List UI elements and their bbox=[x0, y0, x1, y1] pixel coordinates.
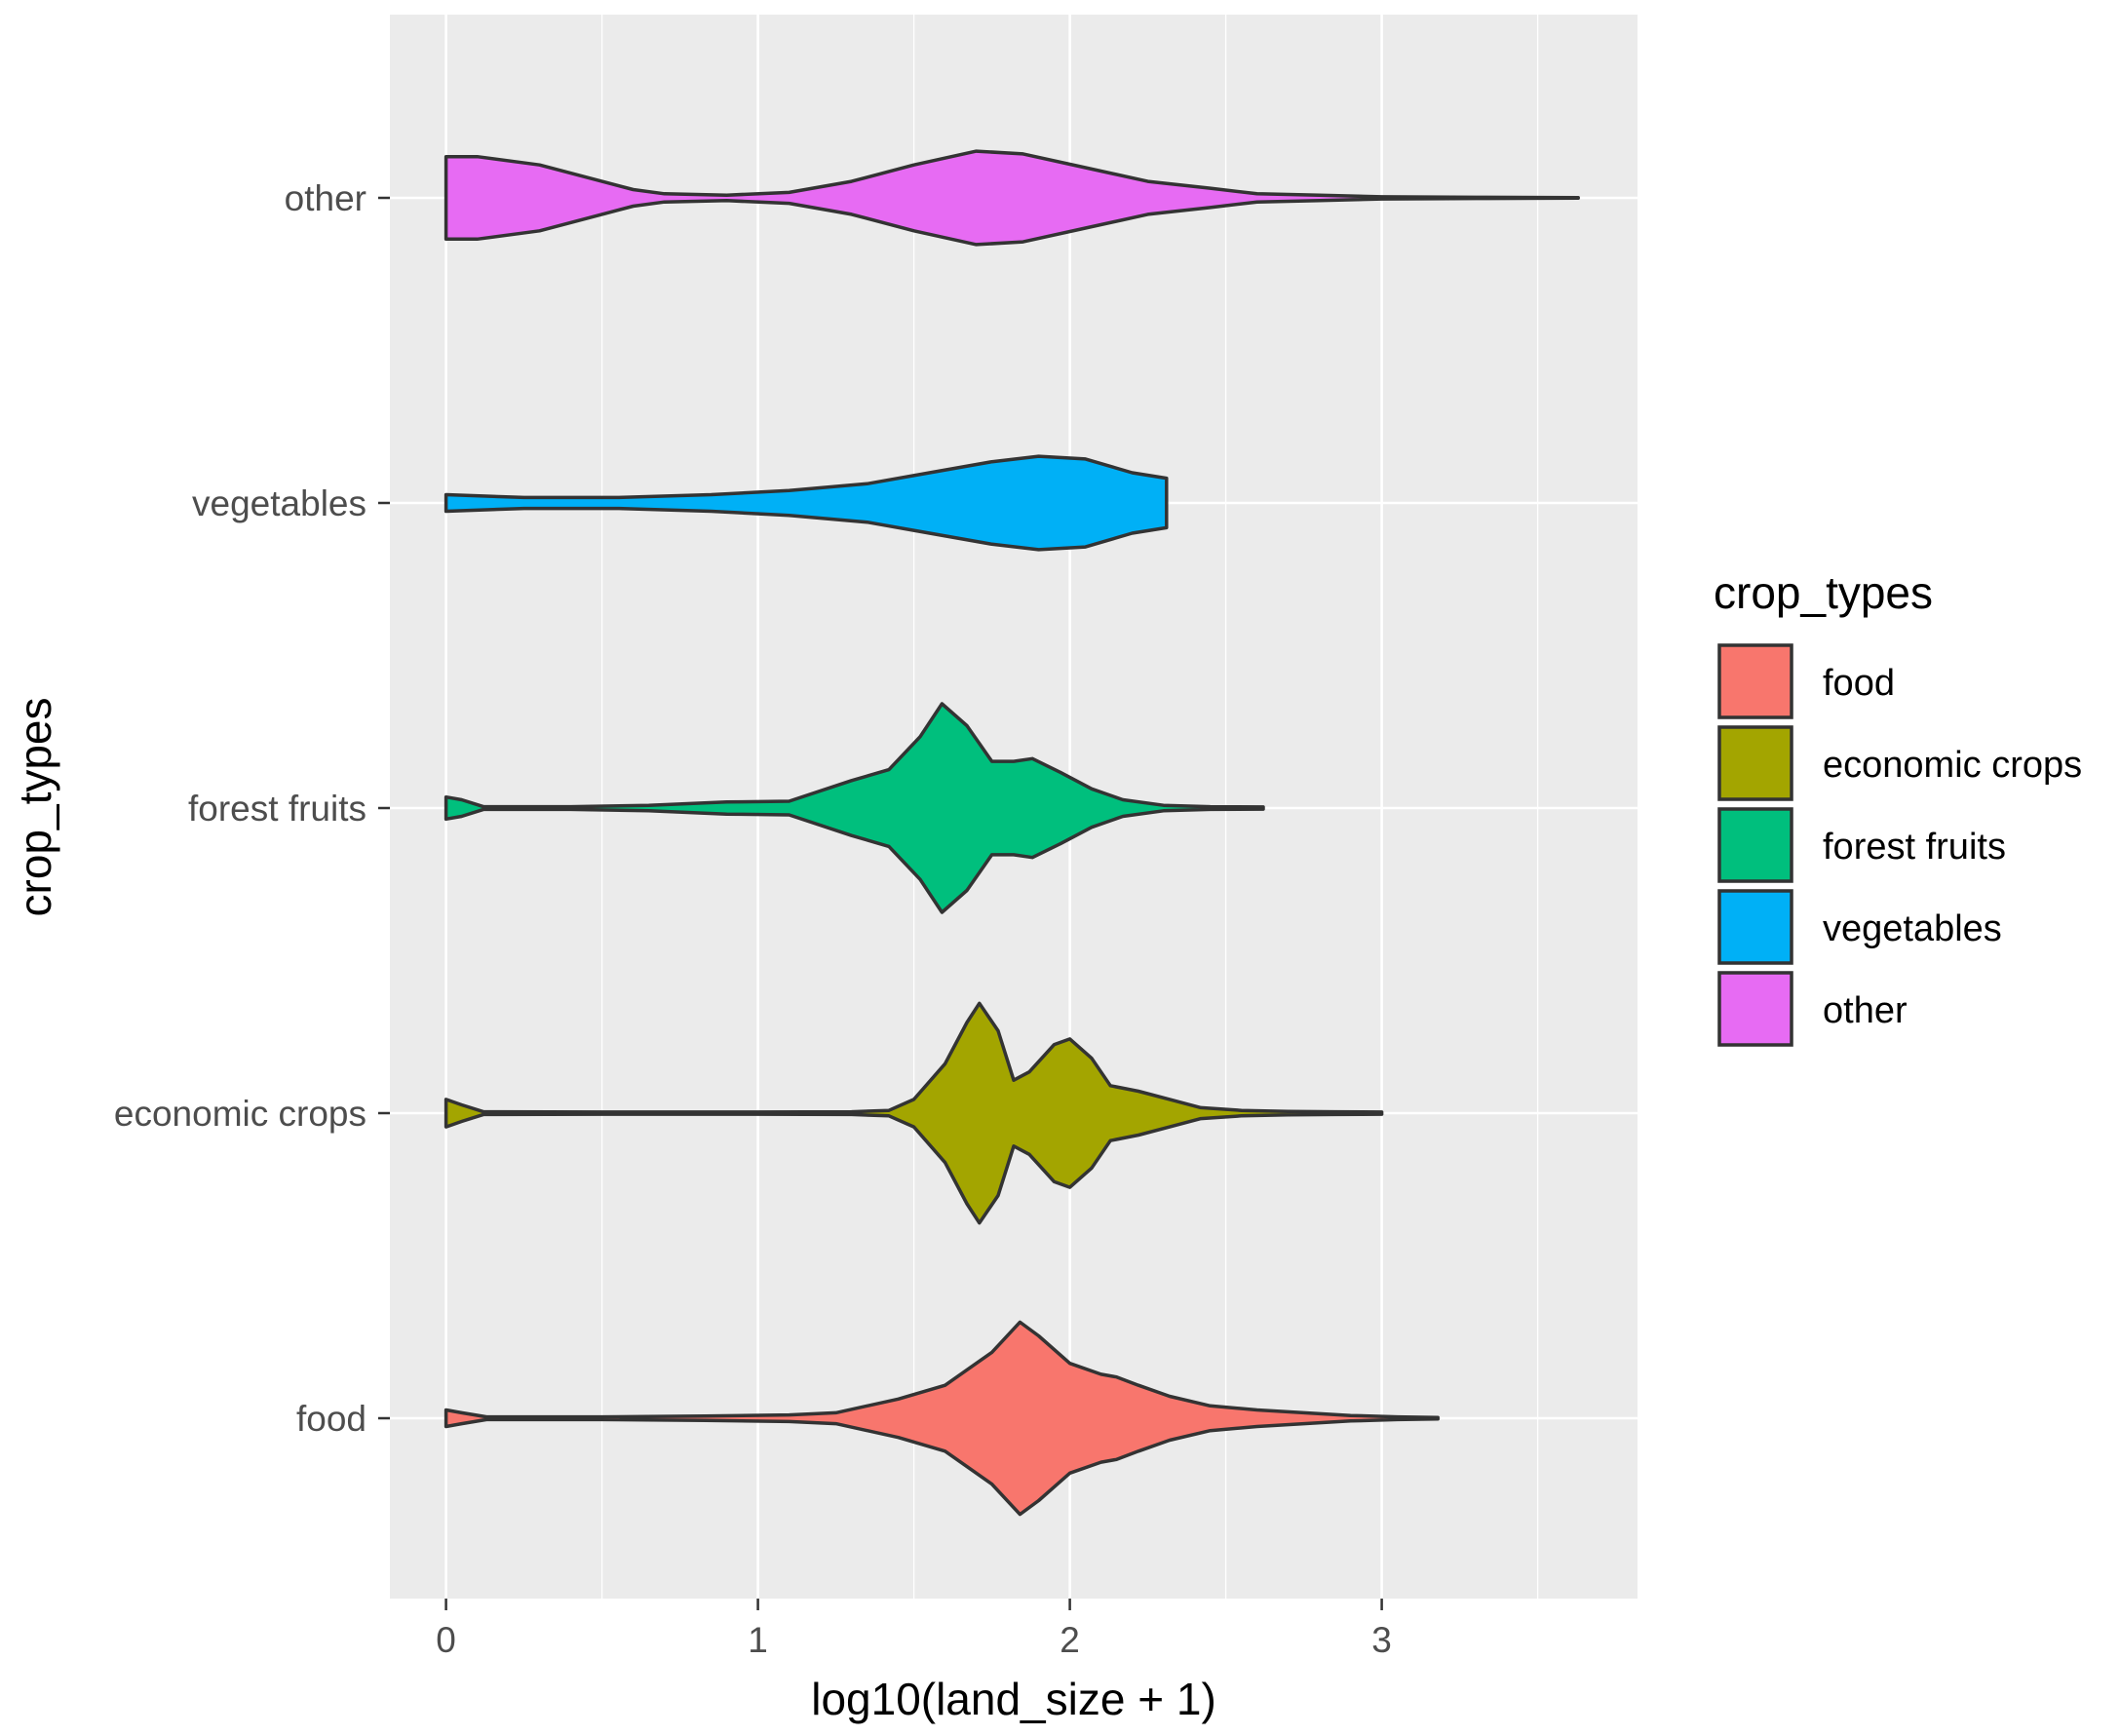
violin-food bbox=[443, 1320, 1440, 1517]
y-tick-label: other bbox=[285, 178, 366, 218]
violin-economic-crops bbox=[443, 1001, 1384, 1225]
violins bbox=[443, 149, 1580, 1517]
legend-label: economic crops bbox=[1823, 745, 2082, 786]
y-tick-label: vegetables bbox=[192, 483, 366, 523]
legend-label: food bbox=[1823, 663, 1895, 704]
legend-label: vegetables bbox=[1823, 908, 2002, 949]
legend-title: crop_types bbox=[1714, 567, 1933, 618]
legend-label: other bbox=[1823, 990, 1908, 1031]
y-tick-label: economic crops bbox=[114, 1094, 366, 1134]
legend: crop_types food economic crops forest frui… bbox=[1714, 567, 2082, 1047]
x-tick-label: 3 bbox=[1371, 1620, 1392, 1660]
y-tick-label: food bbox=[296, 1399, 366, 1439]
y-tick-label: forest fruits bbox=[188, 789, 366, 829]
legend-swatch-vegetables bbox=[1717, 889, 1793, 965]
legend-label: forest fruits bbox=[1823, 827, 2006, 868]
legend-swatch-food bbox=[1717, 643, 1793, 719]
legend-swatch-other bbox=[1717, 971, 1793, 1047]
legend-swatch-forest-fruits bbox=[1717, 807, 1793, 883]
x-tick-label: 2 bbox=[1060, 1620, 1080, 1660]
legend-swatch-economic-crops bbox=[1717, 725, 1793, 801]
y-axis-title: crop_types bbox=[10, 697, 60, 916]
x-axis-title: log10(land_size + 1) bbox=[811, 1674, 1216, 1724]
violin-vegetables bbox=[443, 454, 1169, 552]
x-tick-label: 1 bbox=[748, 1620, 768, 1660]
y-axis: food economic crops forest fruits vegetable… bbox=[114, 178, 390, 1439]
x-axis: 0 1 2 3 bbox=[436, 1599, 1392, 1660]
violin-other bbox=[443, 149, 1580, 247]
x-tick-label: 0 bbox=[436, 1620, 456, 1660]
violin-forest-fruits bbox=[443, 702, 1265, 914]
